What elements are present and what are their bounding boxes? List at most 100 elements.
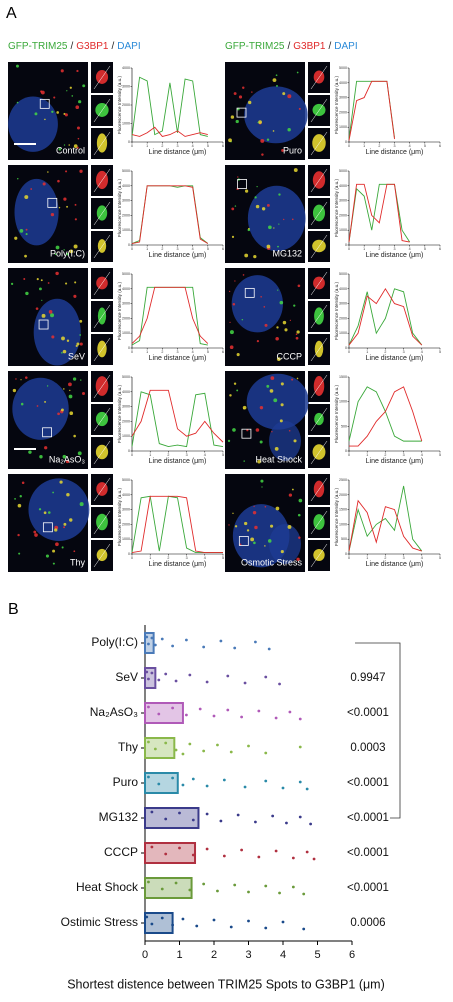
speckle [63, 522, 67, 526]
inset-line [310, 304, 328, 329]
speckle [276, 326, 279, 329]
x-tick-label: 0 [348, 144, 350, 148]
speckle [55, 271, 59, 276]
speckle [63, 526, 66, 529]
speckle [50, 313, 55, 318]
inset-spot [313, 548, 325, 562]
x-tick-label: 0 [348, 453, 350, 457]
speckle [287, 525, 292, 529]
data-point [222, 778, 226, 782]
speckle [227, 439, 231, 443]
y-axis-label: Fluorescence Intensity (a.u.) [117, 488, 122, 546]
condition-label: Osmotic Stress [241, 557, 303, 567]
speckle [66, 205, 69, 208]
speckle [298, 107, 301, 110]
x-tick-label: 0 [131, 556, 133, 560]
speckle [56, 111, 59, 114]
y-tick-label: 1000 [339, 331, 347, 335]
x-tick-label: 5 [222, 453, 224, 457]
speckle [260, 296, 262, 298]
speckle [272, 78, 277, 83]
speckle [280, 382, 284, 386]
y-tick-label: 0 [345, 140, 347, 144]
y-tick-label: 5000 [122, 169, 130, 173]
data-point [233, 646, 237, 650]
speckle [253, 505, 255, 508]
roi-box [241, 428, 252, 439]
speckle [228, 524, 230, 526]
data-point [257, 709, 261, 713]
data-point [278, 891, 281, 895]
speckle [23, 278, 26, 281]
speckle [269, 389, 274, 393]
inset-spot [97, 340, 107, 358]
y-tick-label: 5000 [122, 478, 130, 482]
speckle [243, 460, 245, 462]
channel-name: G3BP1 [293, 41, 326, 52]
y-axis-label: Fluorescence Intensity (a.u.) [334, 76, 339, 134]
speckle [261, 207, 266, 211]
data-point [202, 882, 206, 886]
speckle [17, 533, 20, 537]
speckle [231, 207, 235, 211]
speckle [268, 225, 272, 230]
nucleus [269, 421, 301, 461]
data-point [181, 917, 185, 921]
x-axis-label: Line distance (μm) [366, 149, 424, 156]
speckle [266, 384, 270, 388]
speckle [264, 545, 266, 547]
speckle [47, 282, 50, 284]
speckle [41, 299, 43, 301]
data-point [254, 820, 257, 824]
inset-line [93, 234, 111, 259]
x-tick-label: 3 [403, 453, 405, 457]
data-point [145, 635, 149, 639]
inset-spot [312, 444, 326, 460]
speckle [276, 357, 281, 361]
x-tick-label: 4 [409, 247, 411, 251]
inset-line [310, 440, 328, 465]
y-tick-label: 0 [345, 552, 347, 556]
speckle [47, 511, 51, 514]
y-tick-label: 3000 [339, 199, 347, 203]
x-tick-label: 5 [207, 350, 209, 354]
x-tick-label: 5 [314, 949, 320, 961]
inset-line [310, 131, 328, 156]
x-tick-label: 2 [161, 247, 163, 251]
condition-label: Heat Shock [255, 454, 302, 464]
condition-label: CCCP [276, 351, 302, 361]
speckle [271, 431, 273, 433]
condition-label: MG132 [272, 248, 302, 258]
speckle [293, 439, 297, 443]
inset-spot [314, 307, 324, 325]
x-tick-label: 2 [384, 350, 386, 354]
profile-line [348, 183, 411, 243]
data-point [188, 888, 192, 892]
data-point [205, 812, 209, 816]
profile-line [131, 286, 208, 346]
data-point [229, 925, 233, 929]
y-axis-label: Fluorescence Intensity (a.u.) [117, 282, 122, 340]
data-point [243, 681, 247, 685]
data-point [298, 717, 302, 721]
speckle [288, 493, 293, 497]
category-label: SeV [115, 670, 138, 684]
y-tick-label: 1000 [339, 228, 347, 232]
speckle [242, 274, 245, 276]
inset-line [310, 168, 328, 193]
speckle [58, 147, 62, 151]
separator: / [70, 41, 73, 52]
y-tick-label: 5000 [339, 169, 347, 173]
roi-box [244, 287, 255, 298]
condition-label: Thy [70, 557, 86, 567]
x-tick-label: 4 [192, 144, 194, 148]
channel-name: G3BP1 [76, 41, 109, 52]
y-tick-label: 3000 [339, 96, 347, 100]
y-tick-label: 0 [128, 140, 130, 144]
data-point [288, 710, 292, 714]
speckle [79, 334, 82, 336]
nucleus [244, 86, 308, 144]
channel-name: DAPI [117, 41, 140, 52]
speckle [228, 138, 232, 143]
speckle [280, 403, 284, 407]
